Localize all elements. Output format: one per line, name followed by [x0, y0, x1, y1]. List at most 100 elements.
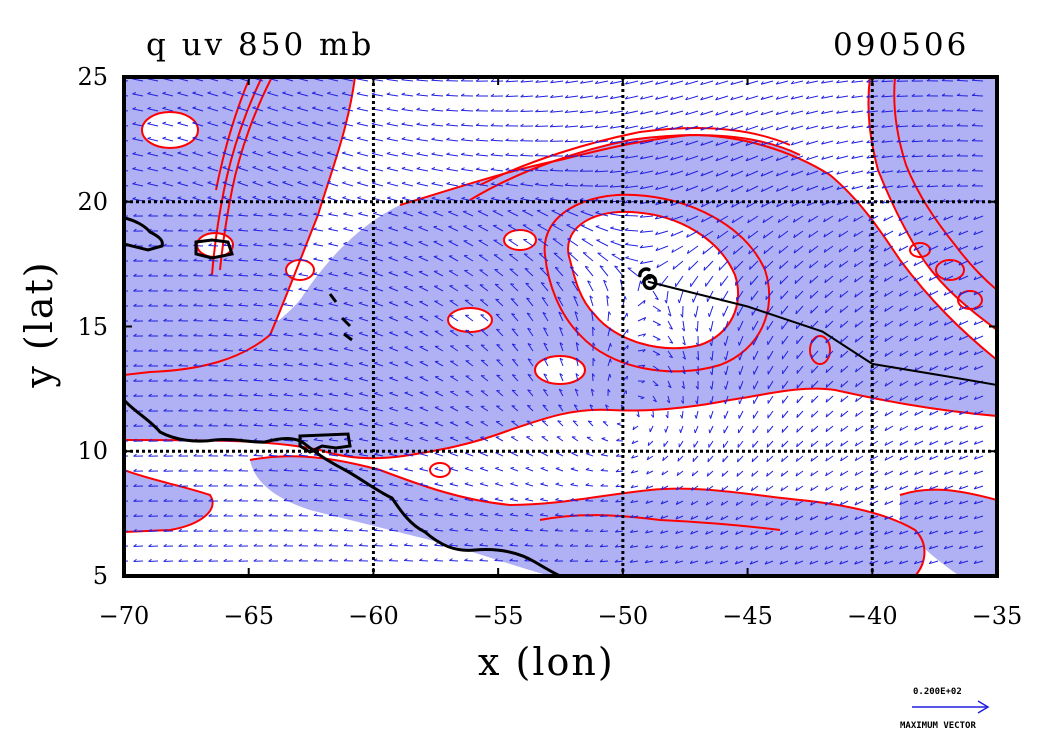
wind-vector	[209, 291, 219, 292]
reference-vector-caption: MAXIMUM VECTOR	[900, 722, 976, 731]
wind-vector-head	[719, 267, 720, 271]
wind-vector	[491, 81, 503, 82]
wind-vector-head	[465, 437, 469, 438]
wind-vector-head	[826, 354, 827, 358]
wind-vector-head	[404, 317, 408, 318]
wind-vector-head	[750, 266, 751, 270]
wind-vector	[224, 290, 234, 291]
wind-vector-head	[435, 422, 439, 423]
wind-vector-head	[404, 302, 408, 303]
wind-vector-head	[420, 377, 424, 378]
wind-vector	[506, 96, 518, 97]
wind-vector-head	[496, 314, 500, 315]
wind-vector-head	[448, 226, 452, 227]
y-tick-label: 25	[64, 65, 108, 89]
wind-vector	[239, 426, 248, 427]
wind-vector	[238, 215, 248, 216]
wind-vector	[625, 216, 638, 217]
wind-vector-head	[404, 287, 408, 288]
wind-vector	[495, 545, 503, 546]
wind-vector	[520, 155, 533, 156]
wind-vector	[209, 261, 219, 262]
wind-vector	[299, 485, 308, 486]
x-tick-label: −70	[90, 604, 158, 628]
wind-vector-head	[723, 313, 724, 317]
wind-vector	[344, 531, 353, 532]
wind-vector-head	[754, 371, 755, 375]
wind-vector-head	[481, 330, 485, 331]
wind-vector	[389, 545, 398, 546]
wind-vector-head	[465, 422, 469, 423]
wind-vector-head	[738, 327, 739, 331]
wind-vector-head	[566, 210, 570, 211]
x-tick-label: −50	[589, 604, 657, 628]
wind-vector	[495, 561, 503, 562]
wind-vector-head	[709, 430, 710, 434]
wind-vector-head	[581, 225, 585, 226]
wind-vector-head	[627, 361, 628, 365]
wind-vector	[329, 500, 338, 501]
y-tick-label: 5	[64, 564, 108, 588]
wind-vector-head	[812, 355, 813, 359]
wind-vector-head	[826, 339, 827, 343]
wind-vector-head	[782, 444, 783, 448]
wind-vector-head	[420, 362, 424, 363]
wind-vector-head	[478, 211, 482, 212]
wind-vector-head	[527, 405, 531, 406]
wind-vector	[432, 80, 444, 81]
wind-vector	[329, 531, 338, 532]
wind-vector-head	[648, 442, 649, 446]
wind-vector	[224, 381, 233, 382]
wind-vector-head	[496, 329, 500, 330]
wind-vector-head	[812, 399, 813, 403]
y-tick-label: 20	[64, 190, 108, 214]
wind-vector-head	[739, 400, 740, 404]
wind-vector-head	[450, 422, 454, 423]
wind-vector-head	[450, 437, 454, 438]
wind-vector	[404, 545, 413, 546]
wind-vector-head	[627, 313, 628, 317]
field-title: q uv 850 mb	[146, 30, 374, 61]
date-code: 090506	[833, 30, 969, 61]
wind-vector-head	[481, 437, 485, 438]
wind-vector	[374, 530, 383, 531]
wind-vector-head	[650, 428, 651, 432]
wind-vector	[269, 455, 278, 456]
wind-vector-head	[738, 458, 739, 462]
wind-vector-head	[782, 429, 783, 433]
wind-vector-head	[552, 210, 556, 211]
x-tick-label: −60	[339, 604, 407, 628]
wind-vector	[269, 471, 278, 472]
wind-vector	[404, 561, 413, 562]
wind-vector	[164, 561, 173, 562]
wind-vector-head	[812, 384, 813, 388]
wind-vector	[254, 425, 263, 426]
wind-vector-head	[812, 370, 813, 374]
wind-vector-head	[797, 414, 798, 418]
wind-vector-head	[693, 299, 694, 303]
wind-vector-head	[657, 340, 661, 341]
wind-vector-head	[419, 241, 423, 242]
wind-vector-head	[796, 310, 797, 314]
wind-vector	[540, 530, 548, 531]
wind-vector	[284, 470, 293, 471]
wind-vector	[254, 456, 263, 457]
wind-vector-head	[724, 415, 725, 419]
wind-vector-head	[752, 458, 753, 462]
wind-vector	[927, 171, 938, 172]
reference-vector-magnitude: 0.200E+02	[913, 688, 962, 697]
wind-vector	[209, 336, 218, 337]
wind-vector-head	[542, 421, 546, 422]
wind-vector	[329, 515, 338, 516]
wind-vector	[223, 215, 233, 216]
wind-vector	[972, 95, 983, 96]
wind-vector-head	[493, 211, 497, 212]
wind-vector-head	[405, 362, 409, 363]
wind-vector-head	[628, 345, 629, 349]
wind-vector	[897, 111, 908, 112]
wind-vector-head	[569, 253, 573, 254]
wind-vector-head	[450, 407, 454, 408]
wind-vector	[525, 546, 533, 547]
wind-vector-head	[765, 281, 766, 285]
wind-vector	[972, 80, 983, 81]
